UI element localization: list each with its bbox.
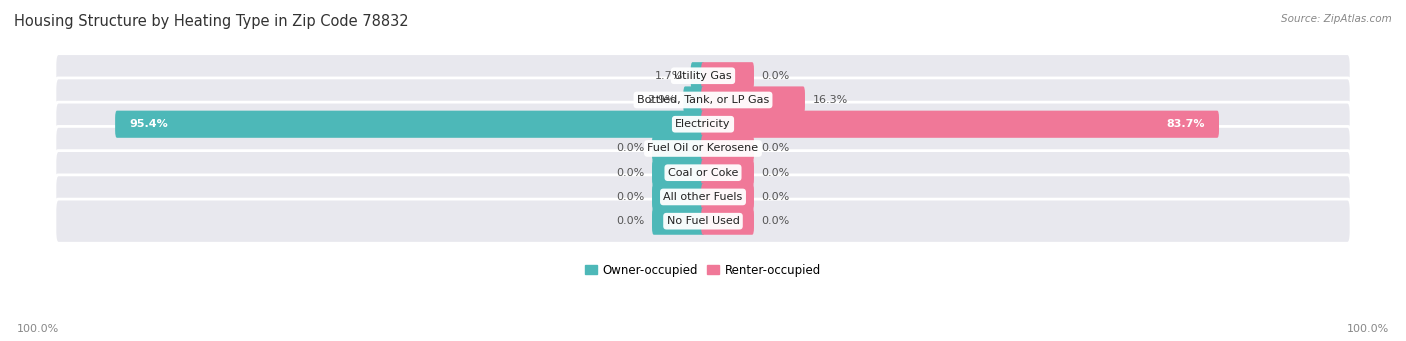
FancyBboxPatch shape <box>702 183 754 210</box>
Text: Fuel Oil or Kerosene: Fuel Oil or Kerosene <box>647 144 759 153</box>
Text: 0.0%: 0.0% <box>616 144 644 153</box>
FancyBboxPatch shape <box>690 62 704 89</box>
Text: 100.0%: 100.0% <box>1347 324 1389 334</box>
FancyBboxPatch shape <box>652 208 704 235</box>
Text: 95.4%: 95.4% <box>129 119 167 129</box>
FancyBboxPatch shape <box>702 110 1219 138</box>
Text: 0.0%: 0.0% <box>616 192 644 202</box>
FancyBboxPatch shape <box>55 127 1351 170</box>
FancyBboxPatch shape <box>702 135 754 162</box>
FancyBboxPatch shape <box>702 208 754 235</box>
FancyBboxPatch shape <box>652 183 704 210</box>
FancyBboxPatch shape <box>702 62 754 89</box>
FancyBboxPatch shape <box>55 175 1351 219</box>
Legend: Owner-occupied, Renter-occupied: Owner-occupied, Renter-occupied <box>585 264 821 277</box>
Text: 0.0%: 0.0% <box>762 71 790 81</box>
Text: 2.9%: 2.9% <box>648 95 676 105</box>
FancyBboxPatch shape <box>55 151 1351 195</box>
FancyBboxPatch shape <box>702 86 806 114</box>
FancyBboxPatch shape <box>55 102 1351 146</box>
Text: 0.0%: 0.0% <box>616 168 644 178</box>
Text: Housing Structure by Heating Type in Zip Code 78832: Housing Structure by Heating Type in Zip… <box>14 14 409 29</box>
FancyBboxPatch shape <box>683 86 704 114</box>
Text: 0.0%: 0.0% <box>762 144 790 153</box>
FancyBboxPatch shape <box>652 135 704 162</box>
Text: Coal or Coke: Coal or Coke <box>668 168 738 178</box>
Text: All other Fuels: All other Fuels <box>664 192 742 202</box>
Text: Bottled, Tank, or LP Gas: Bottled, Tank, or LP Gas <box>637 95 769 105</box>
FancyBboxPatch shape <box>115 110 704 138</box>
Text: No Fuel Used: No Fuel Used <box>666 216 740 226</box>
Text: Utility Gas: Utility Gas <box>675 71 731 81</box>
FancyBboxPatch shape <box>55 78 1351 122</box>
Text: 0.0%: 0.0% <box>616 216 644 226</box>
FancyBboxPatch shape <box>702 159 754 186</box>
Text: Electricity: Electricity <box>675 119 731 129</box>
Text: 1.7%: 1.7% <box>655 71 683 81</box>
FancyBboxPatch shape <box>652 159 704 186</box>
Text: 100.0%: 100.0% <box>17 324 59 334</box>
FancyBboxPatch shape <box>55 199 1351 243</box>
Text: Source: ZipAtlas.com: Source: ZipAtlas.com <box>1281 14 1392 24</box>
Text: 0.0%: 0.0% <box>762 168 790 178</box>
Text: 0.0%: 0.0% <box>762 216 790 226</box>
Text: 0.0%: 0.0% <box>762 192 790 202</box>
Text: 16.3%: 16.3% <box>813 95 848 105</box>
FancyBboxPatch shape <box>55 54 1351 98</box>
Text: 83.7%: 83.7% <box>1167 119 1205 129</box>
